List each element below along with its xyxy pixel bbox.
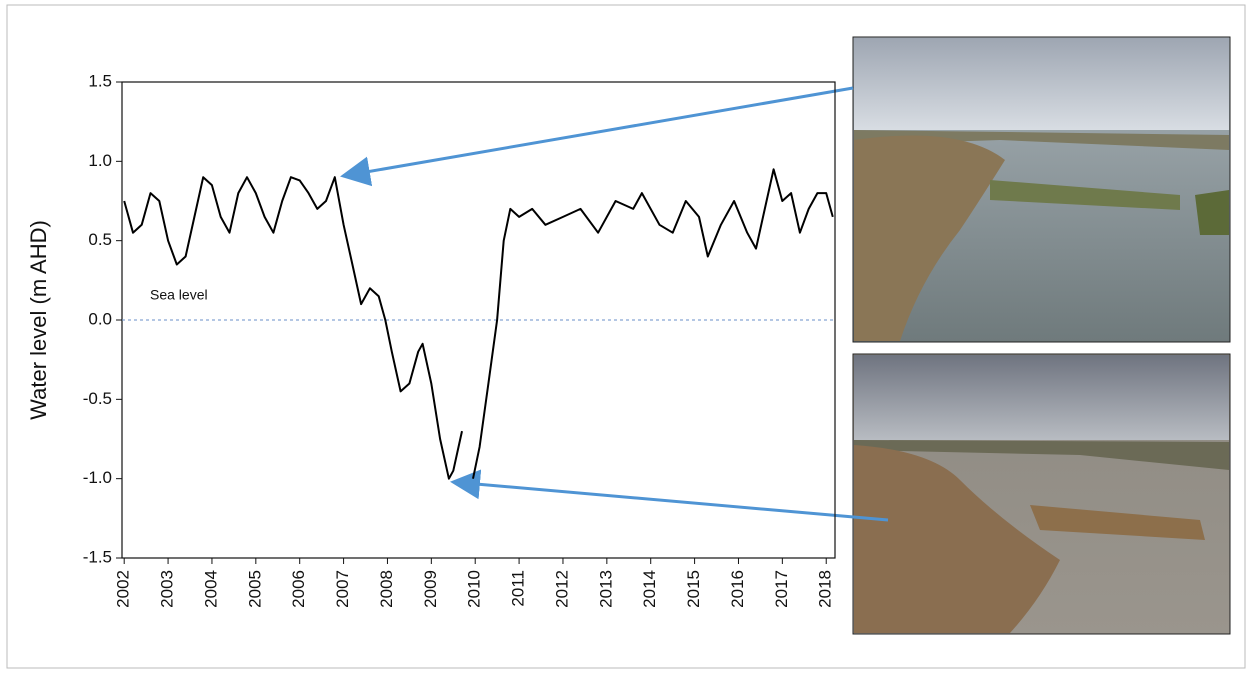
x-tick-label: 2014 — [640, 570, 659, 608]
x-tick-label: 2009 — [421, 570, 440, 608]
reference-label: Sea level — [150, 287, 208, 303]
y-tick-label: 0.5 — [88, 230, 112, 249]
x-tick-label: 2004 — [201, 570, 220, 608]
y-tick-label: -1.5 — [83, 547, 112, 566]
frame — [6, 4, 1246, 669]
x-tick-label: 2007 — [333, 570, 352, 608]
y-tick-label: 1.0 — [88, 151, 112, 170]
x-tick-label: 2015 — [684, 570, 703, 608]
water-level-line — [123, 168, 834, 480]
plot: -1.5 -1.0 -0.5 0.0 0.5 1.0 1.5 2002 2003 2004 2005… — [83, 71, 835, 608]
x-tick-label: 2017 — [772, 570, 791, 608]
x-tick-label: 2013 — [596, 570, 615, 608]
x-tick-label: 2018 — [816, 570, 835, 608]
y-axis-label: Water level (m AHD) — [26, 220, 51, 420]
arrow — [450, 469, 889, 522]
x-tick-label: 2012 — [552, 570, 571, 608]
x-tick-label: 2006 — [289, 570, 308, 608]
x-tick-label: 2008 — [377, 570, 396, 608]
photo-dry — [852, 353, 1231, 635]
arrow — [340, 86, 854, 187]
y-tick-label: 0.0 — [88, 309, 112, 328]
y-tick-label: -1.0 — [83, 468, 112, 487]
y-tick-label: -0.5 — [83, 389, 112, 408]
photo-wet — [852, 36, 1231, 343]
x-tick-label: 2005 — [245, 570, 264, 608]
x-tick-label: 2011 — [509, 570, 528, 607]
x-tick-label: 2016 — [728, 570, 747, 608]
x-tick-label: 2010 — [465, 570, 484, 608]
y-tick-label: 1.5 — [88, 71, 112, 90]
x-tick-label: 2003 — [158, 570, 177, 608]
x-tick-label: 2002 — [114, 570, 133, 608]
